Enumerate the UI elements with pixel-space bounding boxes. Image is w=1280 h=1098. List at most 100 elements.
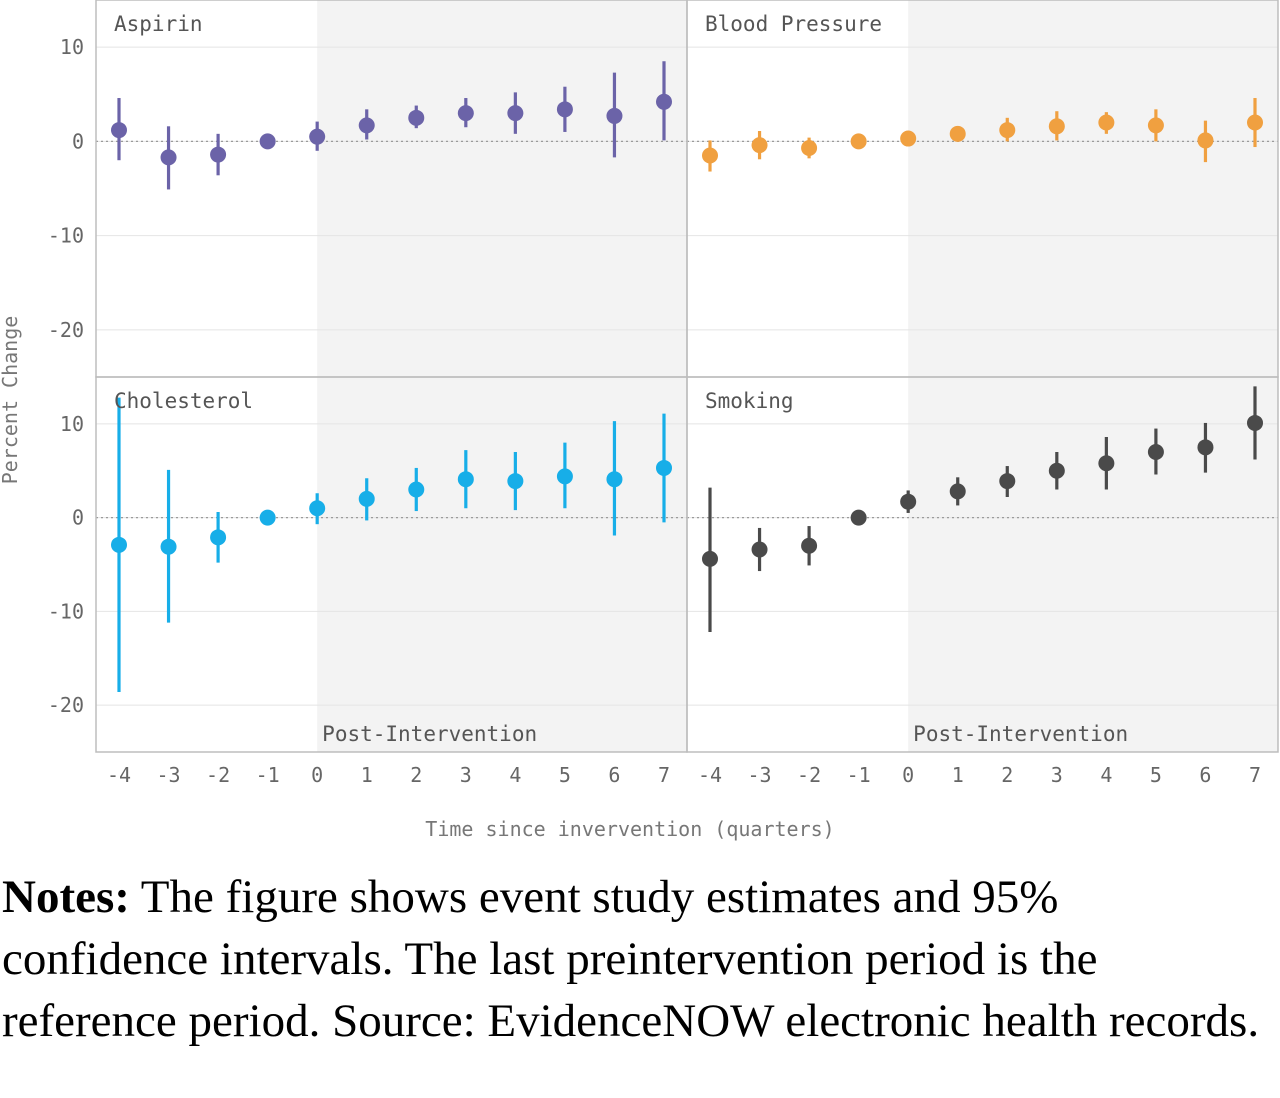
estimate-point bbox=[1048, 462, 1065, 479]
estimate-point bbox=[358, 117, 375, 134]
y-tick-label: 10 bbox=[60, 35, 84, 59]
estimate-point bbox=[1098, 114, 1115, 131]
estimate-point bbox=[949, 483, 966, 500]
estimate-point bbox=[556, 468, 573, 485]
y-tick-label: -10 bbox=[48, 599, 84, 623]
estimate-point bbox=[1098, 455, 1115, 472]
estimate-point bbox=[801, 537, 818, 554]
x-tick-label: 4 bbox=[1100, 763, 1112, 787]
estimate-point bbox=[160, 538, 177, 555]
x-tick-label: 0 bbox=[902, 763, 914, 787]
x-tick-label: 6 bbox=[608, 763, 620, 787]
notes-text: The figure shows event study estimates a… bbox=[2, 871, 1260, 1047]
x-tick-label: -3 bbox=[156, 763, 180, 787]
post-intervention-shade bbox=[908, 377, 1278, 752]
panel-title: Smoking bbox=[705, 389, 794, 413]
panel-smoking: Smoking Post-Intervention bbox=[687, 377, 1278, 752]
estimate-point bbox=[507, 473, 524, 490]
panel-cholesterol: Cholesterol Post-Intervention bbox=[96, 377, 687, 752]
estimate-point bbox=[210, 529, 227, 546]
estimate-point bbox=[457, 105, 474, 122]
estimate-point bbox=[606, 107, 623, 124]
estimate-point bbox=[507, 105, 524, 122]
figure-notes: Notes: The figure shows event study esti… bbox=[2, 866, 1272, 1052]
post-intervention-label: Post-Intervention bbox=[322, 722, 537, 746]
estimate-point bbox=[408, 481, 425, 498]
y-tick-label: -20 bbox=[48, 318, 84, 342]
x-tick-label: -1 bbox=[847, 763, 871, 787]
estimate-point bbox=[850, 133, 867, 150]
estimate-point bbox=[900, 493, 917, 510]
estimate-point bbox=[949, 125, 966, 142]
x-tick-label: 0 bbox=[311, 763, 323, 787]
x-tick-label: 7 bbox=[658, 763, 670, 787]
estimate-point bbox=[1147, 117, 1164, 134]
estimate-point bbox=[702, 550, 718, 567]
estimate-point bbox=[1197, 439, 1214, 456]
x-tick-label: 5 bbox=[559, 763, 571, 787]
estimate-point bbox=[408, 109, 425, 126]
post-intervention-label: Post-Intervention bbox=[913, 722, 1128, 746]
estimate-point bbox=[1197, 132, 1214, 149]
estimate-point bbox=[999, 122, 1016, 139]
x-tick-label: 4 bbox=[509, 763, 521, 787]
x-tick-label: 1 bbox=[952, 763, 964, 787]
estimate-point bbox=[999, 473, 1016, 490]
y-tick-label: 10 bbox=[60, 412, 84, 436]
post-intervention-shade bbox=[908, 0, 1278, 377]
estimate-point bbox=[606, 471, 623, 488]
estimate-point bbox=[160, 149, 177, 166]
post-intervention-shade bbox=[317, 377, 687, 752]
x-tick-label: -2 bbox=[206, 763, 230, 787]
estimate-point bbox=[1147, 444, 1164, 460]
x-tick-label: -2 bbox=[797, 763, 821, 787]
estimate-point bbox=[111, 536, 127, 553]
x-tick-label: -3 bbox=[747, 763, 771, 787]
estimate-point bbox=[1048, 118, 1065, 135]
estimate-point bbox=[111, 122, 127, 139]
notes-label: Notes: bbox=[2, 871, 130, 923]
estimate-point bbox=[751, 541, 768, 558]
x-tick-label: 3 bbox=[1051, 763, 1063, 787]
x-tick-label: 2 bbox=[410, 763, 422, 787]
estimate-point bbox=[309, 128, 326, 145]
estimate-point bbox=[656, 93, 672, 110]
x-tick-label: 3 bbox=[460, 763, 472, 787]
estimate-point bbox=[751, 137, 768, 154]
estimate-point bbox=[850, 509, 867, 526]
panel-aspirin: Aspirin bbox=[96, 0, 687, 377]
x-tick-label: 2 bbox=[1001, 763, 1013, 787]
panel-title: Blood Pressure bbox=[705, 12, 882, 36]
estimate-point bbox=[259, 133, 276, 150]
panel-title: Aspirin bbox=[114, 12, 203, 36]
estimate-point bbox=[656, 459, 672, 476]
panel-border bbox=[686, 376, 1279, 753]
x-tick-label: 7 bbox=[1249, 763, 1261, 787]
x-tick-label: -1 bbox=[256, 763, 280, 787]
estimate-point bbox=[702, 147, 718, 164]
panel-blood-pressure: Blood Pressure bbox=[687, 0, 1278, 377]
y-axis-title: Percent Change bbox=[0, 316, 22, 485]
panel-title: Cholesterol bbox=[114, 389, 253, 413]
estimate-point bbox=[1247, 414, 1263, 431]
estimate-point bbox=[259, 509, 276, 526]
estimate-point bbox=[309, 500, 326, 517]
x-tick-label: 5 bbox=[1150, 763, 1162, 787]
event-study-figure: Aspirin Blood Pressure Cholesterol Post-Int… bbox=[0, 0, 1279, 841]
estimate-point bbox=[556, 101, 573, 118]
x-tick-label: -4 bbox=[698, 763, 722, 787]
x-axis-title: Time since invervention (quarters) bbox=[425, 817, 834, 841]
x-tick-label: 6 bbox=[1199, 763, 1211, 787]
y-tick-label: 0 bbox=[72, 129, 84, 153]
y-tick-label: -10 bbox=[48, 224, 84, 248]
y-tick-label: -20 bbox=[48, 693, 84, 717]
x-tick-label: 1 bbox=[361, 763, 373, 787]
y-tick-label: 0 bbox=[72, 506, 84, 530]
estimate-point bbox=[457, 471, 474, 488]
estimate-point bbox=[358, 490, 375, 507]
post-intervention-shade bbox=[317, 0, 687, 377]
estimate-point bbox=[1247, 114, 1263, 131]
estimate-point bbox=[801, 139, 818, 156]
estimate-point bbox=[210, 146, 227, 163]
estimate-point bbox=[900, 130, 917, 147]
